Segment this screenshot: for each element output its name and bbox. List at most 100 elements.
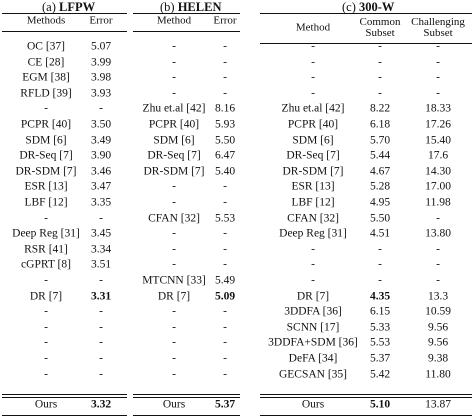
method-cell: DR [7] [296, 290, 330, 303]
error-cell: 5.42 [369, 368, 391, 381]
header-rule [260, 43, 472, 44]
error-cell: - [223, 352, 227, 365]
method-cell: - [172, 180, 176, 193]
method-cell: EGM [38] [22, 71, 70, 84]
bottom-rule [2, 394, 127, 395]
error-cell: 3.47 [90, 180, 112, 193]
ours-label: Ours [34, 398, 58, 411]
error-cell: 5.70 [369, 134, 391, 147]
method-cell: ESR [13] [291, 180, 335, 193]
error-cell: - [223, 305, 227, 318]
method-cell: DR-SDM [7] [15, 165, 77, 178]
method-cell: - [311, 243, 315, 256]
error-cell: - [223, 336, 227, 349]
method-cell: - [172, 227, 176, 240]
caption-prefix: (b) [160, 0, 178, 14]
error-cell: 17.6 [427, 149, 449, 162]
top-rule [2, 13, 127, 14]
method-cell: - [44, 305, 48, 318]
method-cell: RFLD [39] [20, 87, 72, 100]
table-caption: (c) 300-W [342, 0, 394, 14]
method-cell: MTCNN [33] [142, 274, 206, 287]
error-cell: - [378, 243, 382, 256]
error-cell: - [378, 274, 382, 287]
error-cell: 5.49 [214, 274, 236, 287]
error-cell: - [223, 87, 227, 100]
error-cell: 6.47 [214, 149, 236, 162]
method-cell: - [311, 87, 315, 100]
error-cell: 5.40 [214, 165, 236, 178]
column-header: Challenging Subset [411, 16, 465, 39]
error-cell: - [99, 336, 103, 349]
error-cell: - [223, 71, 227, 84]
error-cell: - [223, 243, 227, 256]
error-cell: 17.26 [425, 118, 451, 131]
method-cell: DR-Seq [7] [286, 149, 340, 162]
method-cell: SCNN [17] [286, 321, 340, 334]
method-cell: - [311, 56, 315, 69]
error-cell: 13.3 [427, 290, 449, 303]
error-cell: 4.67 [369, 165, 391, 178]
error-cell: 5.93 [214, 118, 236, 131]
bottom-rule-double [2, 397, 127, 398]
method-cell: Deep Reg [31] [12, 227, 80, 240]
method-cell: - [172, 321, 176, 334]
error-cell: - [436, 56, 440, 69]
method-cell: - [44, 102, 48, 115]
method-cell: DR [7] [29, 290, 63, 303]
ours-value: 5.10 [369, 398, 391, 411]
error-cell: 3.93 [90, 87, 112, 100]
column-header: Error [89, 14, 113, 27]
method-cell: - [172, 305, 176, 318]
error-cell: 5.53 [214, 212, 236, 225]
error-cell: 5.53 [369, 336, 391, 349]
error-cell: - [223, 40, 227, 53]
method-cell: 3DDFA [36] [284, 305, 342, 318]
method-cell: GECSAN [35] [278, 368, 348, 381]
method-cell: - [172, 56, 176, 69]
error-cell: 3.45 [90, 227, 112, 240]
method-cell: DR [7] [157, 290, 191, 303]
error-cell: 15.40 [425, 134, 451, 147]
method-cell: DR-Seq [7] [19, 149, 73, 162]
error-cell: - [436, 258, 440, 271]
caption-name: HELEN [177, 0, 222, 14]
method-cell: SDM [6] [25, 134, 67, 147]
error-cell: 14.30 [425, 165, 451, 178]
error-cell: 5.50 [369, 212, 391, 225]
column-header: Error [213, 14, 237, 27]
method-cell: - [172, 368, 176, 381]
error-cell: - [99, 274, 103, 287]
method-cell: - [44, 274, 48, 287]
error-cell: 8.22 [369, 102, 391, 115]
method-cell: LBF [12] [24, 196, 68, 209]
method-cell: - [44, 368, 48, 381]
error-cell: 5.44 [369, 149, 391, 162]
column-header: Method [295, 21, 331, 34]
error-cell: - [436, 243, 440, 256]
error-cell: 17.00 [425, 180, 451, 193]
method-cell: CE [28] [27, 56, 65, 69]
error-cell: - [99, 321, 103, 334]
error-cell: 13.80 [425, 227, 451, 240]
end-rule [2, 415, 127, 416]
method-cell: PCPR [40] [20, 118, 72, 131]
error-cell: 9.56 [427, 336, 449, 349]
error-cell: 11.80 [425, 368, 451, 381]
table-caption: (a) LFPW [42, 0, 95, 14]
error-cell: 6.18 [369, 118, 391, 131]
top-rule [260, 13, 472, 14]
error-cell: 3.49 [90, 134, 112, 147]
error-cell: - [436, 71, 440, 84]
table-caption: (b) HELEN [160, 0, 221, 14]
bottom-rule [133, 394, 240, 395]
header-rule [2, 31, 127, 32]
error-cell: - [378, 258, 382, 271]
error-cell: 10.59 [425, 305, 451, 318]
method-cell: DeFA [34] [288, 352, 338, 365]
error-cell: - [378, 71, 382, 84]
method-cell: - [311, 258, 315, 271]
error-cell: - [436, 40, 440, 53]
error-cell: - [378, 87, 382, 100]
error-cell: 3.35 [90, 196, 112, 209]
